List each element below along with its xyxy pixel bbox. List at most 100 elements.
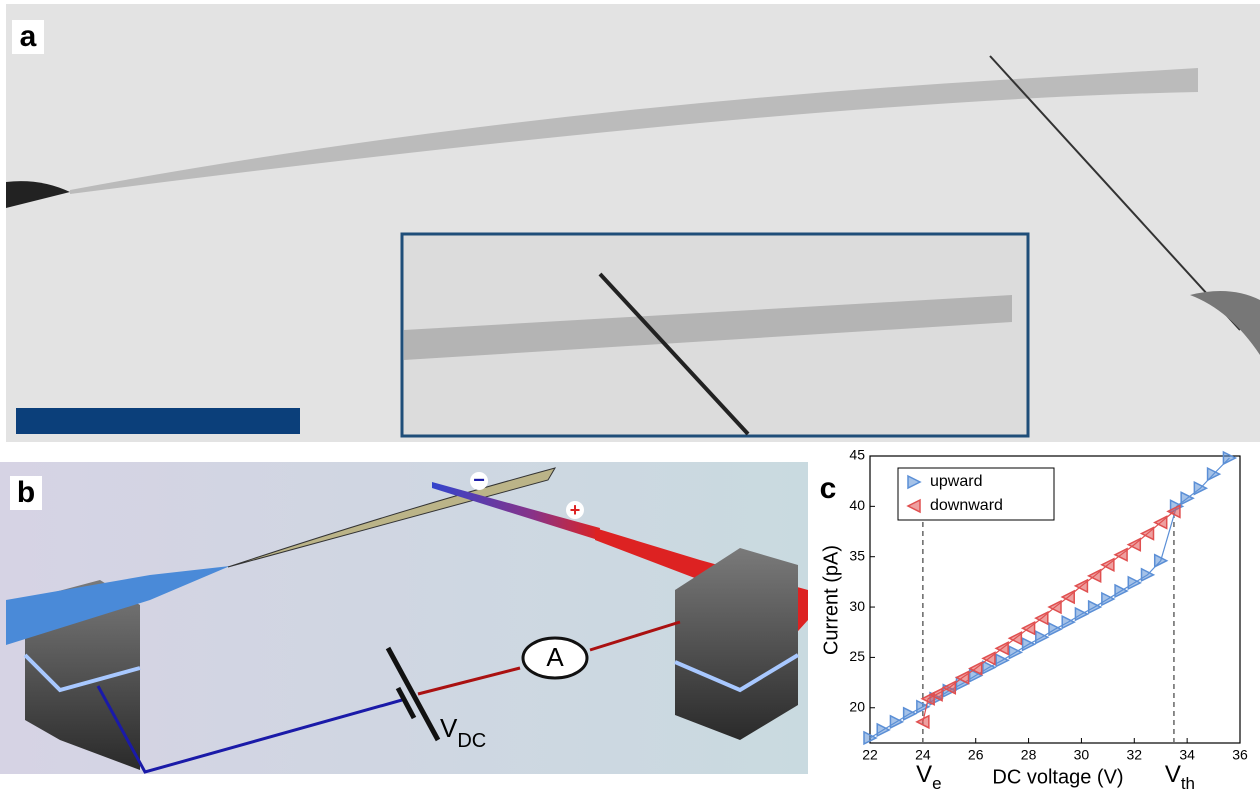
sign-bg — [566, 501, 584, 519]
marker — [1180, 491, 1195, 506]
panel-label: a — [20, 20, 37, 53]
tip — [1190, 291, 1260, 355]
nanotube-inset — [598, 272, 750, 436]
marker — [982, 660, 997, 675]
marker — [994, 641, 1009, 656]
block — [675, 548, 798, 740]
ammeter — [521, 636, 589, 680]
wire-red — [417, 666, 521, 696]
marker — [941, 680, 957, 695]
marker — [1126, 537, 1142, 552]
marker — [1086, 568, 1102, 584]
marker — [968, 661, 983, 676]
y-tick-label: 25 — [849, 648, 865, 664]
marker — [1153, 515, 1168, 530]
y-tick-label: 35 — [849, 547, 865, 563]
marker — [1206, 466, 1222, 482]
y-tick-label: 30 — [849, 598, 865, 614]
marker — [1074, 606, 1090, 622]
annotation-sub: e — [932, 774, 941, 792]
marker — [1034, 610, 1049, 626]
annotation-main: V — [916, 761, 932, 788]
marker — [1020, 620, 1036, 636]
tip — [6, 181, 70, 208]
battery-short — [395, 686, 417, 720]
electrode-line — [23, 653, 141, 693]
legend-marker — [907, 474, 922, 490]
marker — [1193, 481, 1209, 496]
marker — [1087, 599, 1103, 615]
y-tick-label: 20 — [849, 698, 865, 714]
marker — [995, 653, 1010, 668]
scale-bar — [16, 408, 300, 434]
marker — [928, 687, 943, 702]
y-axis-label: Current (pA) — [820, 545, 842, 655]
marker — [915, 714, 930, 730]
marker — [889, 714, 905, 730]
electrode-line — [674, 653, 800, 693]
marker — [968, 668, 984, 683]
nanowire — [70, 68, 1198, 194]
marker — [1166, 504, 1181, 519]
source-main: V — [440, 713, 458, 743]
x-tick-label: 22 — [862, 747, 878, 763]
marker — [1101, 591, 1116, 607]
x-tick-label: 36 — [1232, 747, 1248, 763]
marker — [1048, 621, 1063, 637]
x-tick-label: 24 — [915, 747, 931, 763]
marker — [1113, 547, 1128, 562]
marker — [876, 722, 891, 738]
marker — [916, 699, 931, 714]
nanowire-inset — [404, 295, 1012, 360]
marker — [1008, 645, 1024, 660]
annotation: Vth — [1165, 761, 1195, 792]
wire-blue — [96, 685, 403, 774]
y-tick-label: 40 — [849, 497, 865, 513]
sign-minus: − — [473, 469, 485, 491]
annotation-sub: th — [1181, 774, 1195, 792]
x-tick-label: 34 — [1179, 747, 1195, 763]
x-axis-label: DC voltage (V) — [992, 766, 1123, 788]
annotation: Ve — [916, 761, 941, 792]
x-tick-label: 30 — [1074, 747, 1090, 763]
marker — [1060, 589, 1075, 605]
source-sub: DC — [457, 730, 486, 752]
marker — [1222, 450, 1238, 466]
marker — [902, 706, 918, 722]
marker — [981, 651, 996, 666]
legend-label: downward — [930, 497, 1003, 514]
marker — [1114, 583, 1129, 599]
panel-label: c — [820, 472, 837, 505]
legend — [897, 467, 1055, 521]
panel-c: c 22 24 26 28 30 32 34 36 20 25 30 35 40 45 DC voltage… — [820, 447, 1248, 792]
sign-bg — [470, 472, 488, 490]
marker — [1047, 599, 1062, 615]
legend-label: upward — [930, 473, 982, 490]
panel-a: a — [6, 4, 1260, 442]
source-label: VDC — [440, 713, 486, 752]
marker — [1127, 575, 1142, 591]
blue-tip — [6, 566, 230, 645]
marker — [1140, 567, 1156, 583]
x-tick-label: 32 — [1126, 747, 1142, 763]
ammeter-label: A — [546, 642, 564, 672]
marker — [1061, 614, 1076, 630]
battery-long — [385, 646, 441, 742]
marker — [863, 730, 878, 746]
x-tick-label: 26 — [968, 747, 984, 763]
marker — [1035, 630, 1050, 645]
nanotube — [432, 482, 600, 540]
label-box — [10, 476, 42, 510]
annotation-main: V — [1165, 761, 1181, 788]
wire-red — [589, 620, 681, 652]
x-tick-label: 28 — [1021, 747, 1037, 763]
nanotube — [989, 55, 1241, 331]
marker — [1100, 557, 1115, 572]
marker — [1007, 631, 1023, 646]
y-tick-label: 45 — [849, 447, 865, 463]
marker — [1021, 637, 1037, 652]
label-box — [12, 20, 44, 54]
marker — [1073, 578, 1089, 594]
marker — [1139, 526, 1155, 541]
